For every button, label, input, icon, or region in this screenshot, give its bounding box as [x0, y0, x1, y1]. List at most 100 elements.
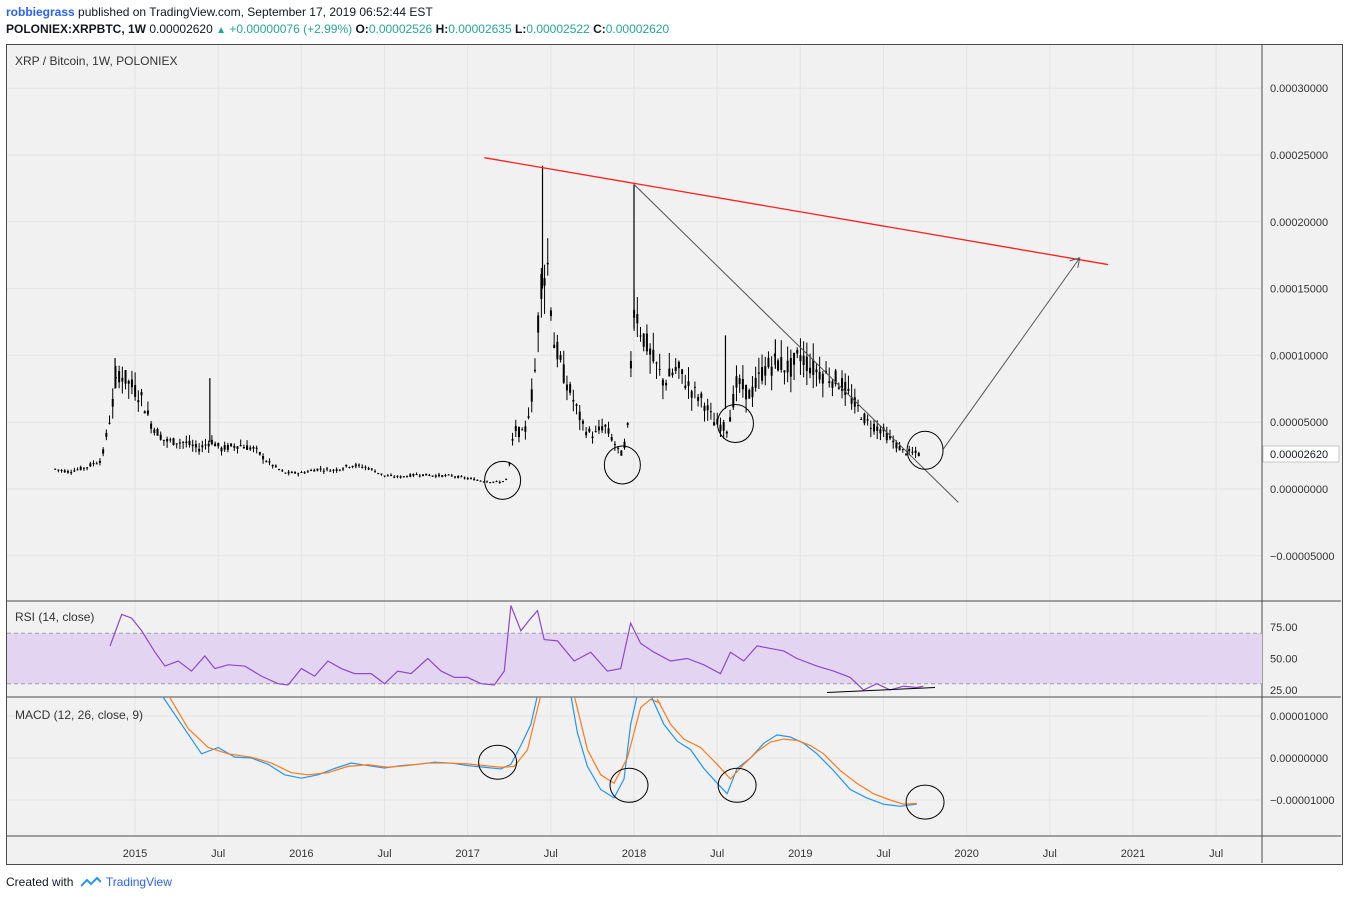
price-candle-body	[556, 341, 559, 360]
price-candle-body	[329, 470, 332, 472]
macd-line	[570, 697, 638, 799]
price-candle-body	[252, 446, 255, 449]
price-candle-body	[684, 385, 687, 388]
price-candle-body	[162, 439, 165, 441]
price-candle-body	[629, 360, 632, 369]
price-candle-body	[204, 444, 207, 446]
price-candle-body	[844, 381, 847, 395]
price-candle-body	[649, 348, 652, 355]
price-candle-body	[668, 368, 671, 377]
price-candle-body	[569, 384, 572, 393]
price-candle-body	[469, 478, 472, 480]
price-candle-body	[789, 358, 792, 377]
price-candle-body	[802, 355, 805, 365]
price-candle-body	[143, 411, 146, 414]
price-candle-body	[377, 472, 380, 474]
price-candle-body	[322, 470, 325, 472]
price-candle-body	[725, 431, 728, 434]
last-price-tag	[1262, 445, 1340, 463]
macd-pane-title: MACD (12, 26, close, 9)	[15, 708, 143, 722]
price-candle-body	[198, 448, 201, 452]
price-candle-body	[393, 476, 396, 478]
drawings[interactable]	[478, 157, 1109, 820]
price-candle-body	[57, 469, 60, 471]
price-candle-body	[591, 436, 594, 439]
price-candle-body	[786, 360, 789, 373]
price-candle-body	[438, 474, 441, 477]
price-candle-body	[175, 443, 178, 445]
price-candle-body	[866, 419, 869, 421]
price-candle-body	[885, 432, 888, 441]
price-candle-body	[511, 439, 514, 441]
price-y-tick-label: 0.00000000	[1270, 484, 1328, 496]
price-candle-body	[54, 468, 57, 470]
price-candle-body	[114, 377, 117, 379]
created-with-text: Created with	[6, 875, 74, 889]
tradingview-logo-icon	[80, 877, 101, 887]
price-candle-body	[722, 421, 725, 431]
price-candle-body	[594, 431, 597, 433]
price-candle-body	[66, 470, 69, 473]
price-candle-body	[847, 388, 850, 391]
tradingview-link[interactable]: TradingView	[105, 875, 172, 889]
price-candle-body	[617, 447, 620, 449]
price-candle-body	[825, 370, 828, 374]
close-value: 0.00002620	[149, 22, 213, 36]
macd-circle	[905, 784, 945, 820]
price-candle-body	[453, 476, 456, 478]
price-candle-body	[879, 429, 882, 434]
circled-low	[603, 445, 641, 485]
price-candle-body	[572, 399, 575, 402]
price-candle-body	[300, 472, 303, 474]
price-candle-body	[358, 464, 361, 466]
x-tick-label: 2015	[123, 848, 147, 860]
price-candle-body	[287, 471, 290, 474]
price-candle-body	[70, 472, 73, 474]
price-candle-body	[857, 405, 860, 407]
price-candle-body	[626, 422, 629, 426]
price-candle-body	[450, 475, 453, 477]
price-candle-body	[178, 442, 181, 444]
price-candle-body	[869, 427, 872, 429]
price-candle-body	[540, 274, 543, 300]
price-candle-body	[767, 357, 770, 368]
price-candle-body	[294, 471, 297, 474]
price-candle-body	[290, 471, 293, 474]
price-y-tick-label: 0.00025000	[1270, 150, 1328, 162]
price-candle-body	[901, 448, 904, 450]
resistance-trendline	[484, 157, 1109, 266]
price-candle-body	[505, 478, 508, 480]
macd-line	[650, 697, 917, 807]
price-candle-body	[645, 333, 648, 352]
price-candle-body	[549, 310, 552, 317]
price-candle-body	[89, 463, 92, 467]
rsi-overbought-oversold-band	[7, 633, 1262, 684]
publisher-username[interactable]: robbiegrass	[6, 5, 75, 19]
price-candle-body	[850, 396, 853, 404]
price-candle-body	[639, 335, 642, 337]
price-candle-body	[697, 397, 700, 401]
price-candle-body	[361, 466, 364, 468]
price-candle-body	[809, 367, 812, 374]
price-candle-body	[770, 366, 773, 376]
macd-line	[162, 697, 538, 779]
price-candle-body	[533, 369, 536, 372]
price-candle-body	[169, 439, 172, 441]
price-candle-body	[79, 466, 82, 470]
price-candle-body	[860, 419, 863, 421]
signal-line	[168, 697, 541, 776]
price-candle-body	[546, 262, 549, 265]
price-candle-body	[780, 357, 783, 370]
price-candle-body	[681, 369, 684, 375]
price-candle-body	[246, 445, 249, 450]
price-candle-body	[687, 381, 690, 386]
price-candle-body	[719, 424, 722, 432]
price-candle-body	[700, 393, 703, 398]
price-candle-body	[268, 461, 271, 463]
price-candle-body	[108, 422, 111, 424]
price-candle-body	[543, 278, 546, 286]
price-candle-body	[508, 463, 511, 465]
price-candle-body	[265, 461, 268, 463]
price-candle-body	[210, 439, 213, 445]
